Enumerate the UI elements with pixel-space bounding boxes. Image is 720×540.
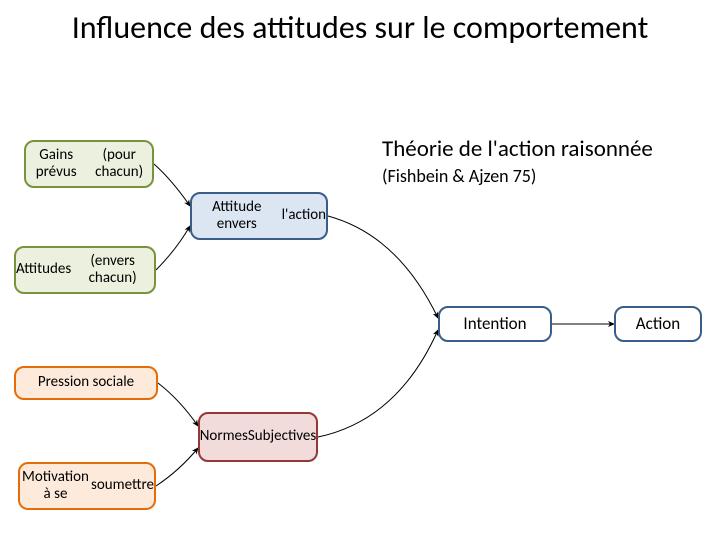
theory-title: Théorie de l'action raisonnée bbox=[382, 135, 653, 163]
edge-arrow bbox=[328, 216, 438, 318]
node-label-line: (envers chacun) bbox=[71, 253, 154, 288]
theory-citation: (Fishbein & Ajzen 75) bbox=[382, 165, 536, 187]
node-pression-sociale: Pression sociale bbox=[14, 366, 158, 400]
node-intention: Intention bbox=[438, 306, 552, 342]
node-label-line: Attitudes bbox=[16, 261, 71, 278]
node-motivation-soumettre: Motivation à sesoumettre bbox=[18, 462, 156, 510]
page-title: Influence des attitudes sur le comportem… bbox=[0, 10, 720, 45]
node-label-line: (pour chacun) bbox=[86, 147, 152, 182]
node-label-line: Normes bbox=[200, 428, 248, 445]
edge-arrow bbox=[154, 164, 190, 206]
node-label-line: Pression sociale bbox=[38, 374, 134, 391]
node-label-line: Attitude envers bbox=[192, 199, 282, 234]
node-label-line: l'action bbox=[282, 207, 326, 224]
edge-arrow bbox=[156, 226, 190, 270]
node-attitudes-chacun: Attitudes(envers chacun) bbox=[14, 246, 156, 294]
node-label-line: Intention bbox=[463, 314, 526, 334]
node-label-line: Action bbox=[636, 314, 680, 334]
edge-arrow bbox=[318, 330, 438, 437]
node-normes-subjectives: NormesSubjectives bbox=[198, 412, 318, 462]
node-label-line: soumettre bbox=[91, 477, 154, 494]
node-gains-prevus: Gains prévus(pour chacun) bbox=[24, 140, 154, 188]
node-label-line: Motivation à se bbox=[20, 469, 91, 504]
diagram-stage: { "type": "flowchart", "canvas": { "widt… bbox=[0, 0, 720, 540]
edge-arrow bbox=[158, 383, 198, 426]
node-label-line: Subjectives bbox=[248, 428, 316, 445]
edge-arrow bbox=[156, 448, 198, 486]
node-label-line: Gains prévus bbox=[26, 147, 86, 182]
node-action: Action bbox=[614, 306, 702, 342]
node-attitude-action: Attitude enversl'action bbox=[190, 192, 328, 240]
